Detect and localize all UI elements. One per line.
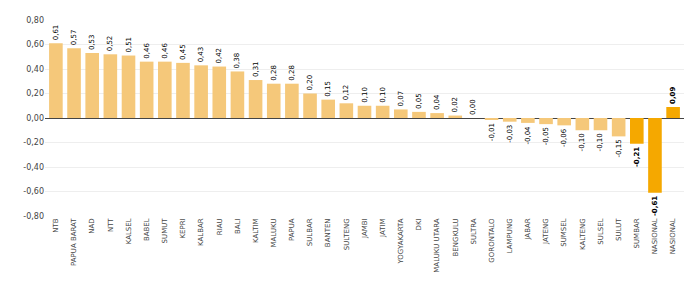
svg-text:0,28: 0,28 [270,65,278,81]
svg-text:-0,61: -0,61 [651,196,659,216]
svg-text:0,00: 0,00 [26,114,44,123]
svg-text:0,10: 0,10 [361,87,369,103]
svg-text:-0,10: -0,10 [596,133,604,151]
svg-text:-0,04: -0,04 [524,126,532,145]
svg-text:JATIM: JATIM [379,218,387,238]
svg-text:-0,20: -0,20 [23,138,44,147]
svg-text:GORONTALO: GORONTALO [488,218,496,263]
svg-text:PAPUA BARAT: PAPUA BARAT [70,218,78,266]
svg-text:NASIONAL: NASIONAL [651,218,659,254]
svg-text:0,05: 0,05 [415,93,423,109]
svg-text:NTT: NTT [107,218,115,232]
svg-text:0,04: 0,04 [433,94,441,110]
svg-text:0,45: 0,45 [179,44,187,60]
svg-text:0,42: 0,42 [215,48,223,64]
svg-text:0,20: 0,20 [306,75,314,91]
svg-text:DKI: DKI [415,218,423,230]
svg-text:SULTENG: SULTENG [343,218,351,250]
svg-text:KALSEL: KALSEL [125,218,133,244]
svg-text:-0,03: -0,03 [506,125,514,143]
svg-text:BANTEN: BANTEN [324,218,332,247]
svg-text:SULUT: SULUT [615,218,623,241]
svg-text:-0,01: -0,01 [488,123,496,141]
svg-text:SULSEL: SULSEL [597,218,605,244]
svg-text:MALUKU UTARA: MALUKU UTARA [433,218,441,272]
svg-text:0,61: 0,61 [52,25,60,41]
svg-text:-0,40: -0,40 [23,163,44,172]
svg-text:0,20: 0,20 [26,89,44,98]
svg-text:BENGKULU: BENGKULU [452,218,460,256]
svg-text:0,40: 0,40 [26,65,44,74]
svg-text:KALBAR: KALBAR [197,218,205,246]
svg-text:PAPUA: PAPUA [288,218,296,241]
svg-text:SUMSEL: SUMSEL [560,218,568,246]
svg-text:0,51: 0,51 [125,37,133,53]
svg-text:0,43: 0,43 [197,47,205,63]
svg-text:-0,21: -0,21 [633,147,641,167]
svg-text:SULBAR: SULBAR [306,218,314,246]
svg-text:0,00: 0,00 [469,99,477,115]
svg-text:-0,10: -0,10 [578,133,586,151]
svg-text:KEPRI: KEPRI [179,218,187,238]
svg-text:0,15: 0,15 [324,81,332,97]
svg-text:0,52: 0,52 [106,36,114,52]
svg-text:RIAU: RIAU [216,218,224,235]
svg-text:0,10: 0,10 [379,87,387,103]
svg-text:KALTENG: KALTENG [579,218,587,250]
svg-text:0,02: 0,02 [451,97,459,113]
svg-text:-0,05: -0,05 [542,127,550,145]
svg-text:-0,06: -0,06 [560,128,568,147]
svg-text:NTB: NTB [52,218,60,233]
svg-text:NASIONAL: NASIONAL [669,218,677,254]
svg-text:0,60: 0,60 [26,40,44,49]
svg-text:MALUKU: MALUKU [270,218,278,247]
svg-text:0,53: 0,53 [88,34,96,50]
svg-text:JAMBI: JAMBI [361,218,369,239]
svg-text:-0,80: -0,80 [23,212,44,221]
svg-text:KALTIM: KALTIM [252,218,260,243]
svg-text:LAMPUNG: LAMPUNG [506,218,514,253]
svg-text:SUMUT: SUMUT [161,218,169,244]
svg-text:0,28: 0,28 [288,65,296,81]
svg-text:JABAR: JABAR [524,218,532,240]
svg-text:0,09: 0,09 [669,87,677,104]
svg-text:SULTRA: SULTRA [470,218,478,244]
svg-text:-0,15: -0,15 [615,139,623,157]
svg-text:0,46: 0,46 [143,43,151,59]
svg-text:BALI: BALI [234,218,242,234]
svg-text:0,38: 0,38 [233,53,241,69]
svg-text:BABEL: BABEL [143,218,151,241]
svg-text:SUMBAR: SUMBAR [633,218,641,248]
svg-text:0,31: 0,31 [252,61,260,77]
svg-text:JATENG: JATENG [542,218,550,245]
svg-text:NAD: NAD [88,218,96,233]
svg-text:0,80: 0,80 [26,16,44,25]
svg-text:0,57: 0,57 [70,30,78,46]
svg-text:YOGYAKARTA: YOGYAKARTA [397,218,405,264]
svg-text:0,12: 0,12 [342,85,350,101]
svg-text:0,07: 0,07 [397,91,405,107]
svg-text:-0,60: -0,60 [23,187,44,196]
svg-text:0,46: 0,46 [161,43,169,59]
